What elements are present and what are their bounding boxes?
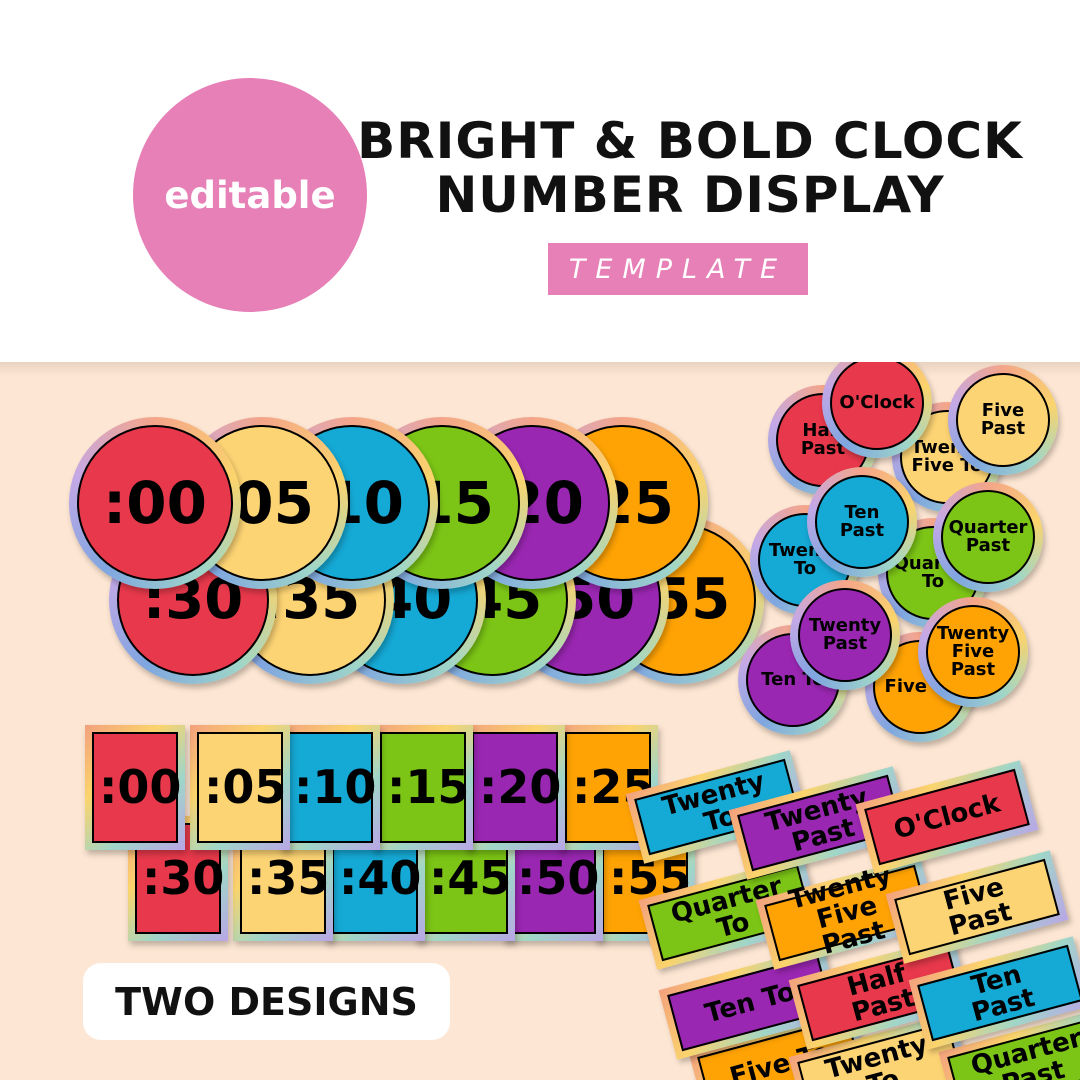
number-card: :20 xyxy=(465,724,565,850)
title-line-2: NUMBER DISPLAY xyxy=(435,166,945,224)
product-display: :55:50:45:40:35:30:25:20:15:10:05:00:55:… xyxy=(0,362,1080,1080)
number-card: :00 xyxy=(85,724,185,850)
time-word-circle: Ten Past xyxy=(807,467,917,577)
number-card: :10 xyxy=(280,724,380,850)
title-line-1: BRIGHT & BOLD CLOCK xyxy=(357,112,1023,170)
number-circle: :00 xyxy=(69,417,241,589)
piece-label: :40 xyxy=(339,851,422,905)
piece-label: :35 xyxy=(247,851,330,905)
number-card: :25 xyxy=(558,724,658,850)
piece-label: :15 xyxy=(387,760,470,814)
piece-label: Quarter Past xyxy=(948,517,1028,556)
piece-label: Twenty Five Past xyxy=(936,623,1010,680)
piece-label: :50 xyxy=(517,851,600,905)
piece-label: :00 xyxy=(99,760,182,814)
piece-label: Five Past xyxy=(980,400,1026,439)
editable-badge: editable xyxy=(133,78,367,312)
piece-label: O'Clock xyxy=(839,392,915,413)
template-label: TEMPLATE xyxy=(548,243,808,295)
piece-label: :20 xyxy=(479,760,562,814)
time-word-circle: Twenty Past xyxy=(790,580,900,690)
number-card: :15 xyxy=(373,724,473,850)
two-designs-badge: TWO DESIGNS xyxy=(83,963,450,1040)
time-word-circle: Quarter Past xyxy=(933,482,1043,592)
header: editable BRIGHT & BOLD CLOCK NUMBER DISP… xyxy=(0,0,1080,362)
time-word-circle: Five Past xyxy=(948,365,1058,475)
piece-label: :45 xyxy=(429,851,512,905)
piece-label: :00 xyxy=(103,469,207,537)
piece-label: :05 xyxy=(204,760,287,814)
piece-label: O'Clock xyxy=(890,788,1004,846)
piece-label: :10 xyxy=(294,760,377,814)
time-word-circle: O'Clock xyxy=(822,362,932,458)
time-word-circle: Twenty Five Past xyxy=(918,597,1028,707)
piece-label: :30 xyxy=(142,851,225,905)
number-card: :05 xyxy=(190,724,290,850)
piece-label: Twenty Past xyxy=(808,615,882,654)
piece-label: Five Past xyxy=(940,872,1016,943)
piece-label: Ten Past xyxy=(839,502,885,541)
piece-label: Ten To xyxy=(701,976,799,1030)
